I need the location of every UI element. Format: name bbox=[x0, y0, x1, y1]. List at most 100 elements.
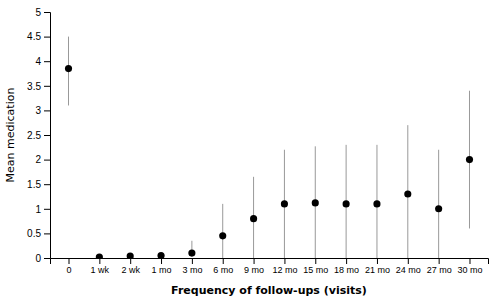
x-tick-label: 6 mo bbox=[213, 265, 233, 275]
x-tick-mark bbox=[469, 258, 470, 264]
point bbox=[281, 200, 288, 207]
x-tick-label: 15 mo bbox=[303, 265, 328, 275]
x-tick-label: 1 wk bbox=[91, 265, 110, 275]
x-tick-mark bbox=[192, 258, 193, 264]
error-bar bbox=[222, 204, 223, 258]
point bbox=[312, 199, 319, 206]
x-tick-mark bbox=[346, 258, 347, 264]
y-tick-mark bbox=[44, 37, 50, 38]
y-tick-mark bbox=[44, 61, 50, 62]
x-tick: 0 bbox=[66, 258, 71, 275]
point bbox=[127, 252, 134, 258]
point bbox=[404, 190, 411, 197]
y-tick-mark bbox=[44, 86, 50, 87]
y-tick-mark bbox=[44, 12, 50, 13]
x-tick-mark bbox=[223, 258, 224, 264]
x-tick: 9 mo bbox=[244, 258, 264, 275]
y-tick-label: 3 bbox=[35, 105, 41, 116]
x-tick: 1 mo bbox=[152, 258, 172, 275]
x-tick-mark bbox=[130, 258, 131, 264]
point bbox=[373, 200, 380, 207]
x-tick-label: 1 mo bbox=[152, 265, 172, 275]
y-tick: 0.5 bbox=[27, 228, 50, 239]
x-tick-mark bbox=[69, 258, 70, 264]
plot: 0 0.5 1 1.5 2 2.5 3 3.5 4 4.5 5 0 1 wk 2 wk 1 mo 3 mo 6 … bbox=[27, 7, 488, 276]
y-tick-label: 1.5 bbox=[27, 179, 41, 190]
y-tick: 3.5 bbox=[27, 81, 50, 92]
y-tick-label: 5 bbox=[35, 7, 41, 18]
x-tick: 2 wk bbox=[121, 258, 140, 275]
y-tick: 1 bbox=[35, 204, 50, 215]
y-tick: 4 bbox=[35, 56, 50, 67]
x-tick: 27 mo bbox=[427, 258, 452, 275]
x-tick-label: 30 mo bbox=[457, 265, 482, 275]
x-axis-title: Frequency of follow-ups (visits) bbox=[171, 284, 367, 297]
y-axis-title: Mean medication bbox=[4, 88, 17, 183]
y-tick-mark bbox=[44, 258, 50, 259]
x-tick-label: 2 wk bbox=[121, 265, 140, 275]
x-tick: 30 mo bbox=[457, 258, 482, 275]
y-tick-mark bbox=[44, 209, 50, 210]
x-tick: 21 mo bbox=[365, 258, 390, 275]
point bbox=[157, 252, 164, 258]
x-tick-mark bbox=[377, 258, 378, 264]
x-tick-label: 0 bbox=[66, 265, 71, 275]
x-tick-mark bbox=[161, 258, 162, 264]
y-tick: 3 bbox=[35, 105, 50, 116]
point bbox=[188, 250, 195, 257]
y-tick-label: 1 bbox=[35, 204, 41, 215]
x-tick-label: 3 mo bbox=[182, 265, 202, 275]
y-tick-label: 4 bbox=[35, 56, 41, 67]
x-axis-line bbox=[51, 259, 489, 265]
x-tick-label: 27 mo bbox=[427, 265, 452, 275]
y-tick-label: 0 bbox=[35, 253, 41, 264]
y-tick: 0 bbox=[35, 253, 50, 264]
point bbox=[343, 200, 350, 207]
y-axis: 0 0.5 1 1.5 2 2.5 3 3.5 4 4.5 5 bbox=[27, 7, 50, 264]
x-tick: 24 mo bbox=[396, 258, 421, 275]
point bbox=[250, 215, 257, 222]
x-tick: 15 mo bbox=[303, 258, 328, 275]
y-tick: 1.5 bbox=[27, 179, 50, 190]
y-tick-mark bbox=[44, 110, 50, 111]
x-tick-label: 9 mo bbox=[244, 265, 264, 275]
x-tick-mark bbox=[254, 258, 255, 264]
y-tick-mark bbox=[44, 233, 50, 234]
y-tick: 5 bbox=[35, 7, 50, 18]
point bbox=[466, 156, 473, 163]
y-tick-label: 2 bbox=[35, 154, 41, 165]
y-tick-mark bbox=[44, 160, 50, 161]
x-tick-mark bbox=[439, 258, 440, 264]
x-tick-mark bbox=[284, 258, 285, 264]
x-tick: 12 mo bbox=[272, 258, 297, 275]
x-tick-mark bbox=[315, 258, 316, 264]
y-tick-mark bbox=[44, 184, 50, 185]
x-tick: 1 wk bbox=[91, 258, 110, 275]
point bbox=[96, 253, 103, 258]
x-axis: 0 1 wk 2 wk 1 mo 3 mo 6 mo 9 mo 12 mo 15 mo 18 mo… bbox=[51, 258, 489, 275]
x-tick: 3 mo bbox=[182, 258, 202, 275]
chart: 0 0.5 1 1.5 2 2.5 3 3.5 4 4.5 5 0 1 wk 2 wk 1 mo 3 mo 6 … bbox=[0, 0, 500, 302]
y-tick: 2.5 bbox=[27, 130, 50, 141]
y-tick-label: 2.5 bbox=[27, 130, 41, 141]
x-tick: 18 mo bbox=[334, 258, 359, 275]
point bbox=[219, 232, 226, 239]
y-tick-label: 4.5 bbox=[27, 31, 41, 42]
y-tick-mark bbox=[44, 135, 50, 136]
y-tick-label: 3.5 bbox=[27, 81, 41, 92]
x-tick-label: 12 mo bbox=[272, 265, 297, 275]
x-tick-mark bbox=[408, 258, 409, 264]
error-bar bbox=[438, 150, 439, 258]
marks bbox=[65, 37, 473, 258]
point bbox=[65, 65, 72, 72]
x-tick-label: 21 mo bbox=[365, 265, 390, 275]
point bbox=[435, 205, 442, 212]
y-axis-line bbox=[44, 13, 51, 259]
x-tick-label: 18 mo bbox=[334, 265, 359, 275]
y-tick: 2 bbox=[35, 154, 50, 165]
x-tick-label: 24 mo bbox=[396, 265, 421, 275]
y-tick-label: 0.5 bbox=[27, 228, 41, 239]
x-tick-mark bbox=[99, 258, 100, 264]
x-tick: 6 mo bbox=[213, 258, 233, 275]
y-tick: 4.5 bbox=[27, 31, 50, 42]
